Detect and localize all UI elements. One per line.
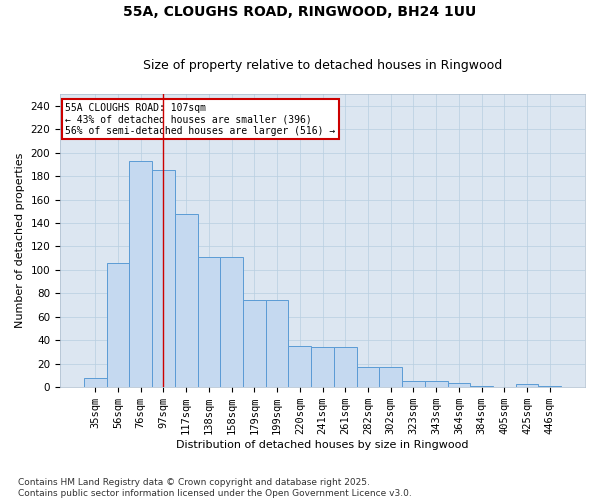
X-axis label: Distribution of detached houses by size in Ringwood: Distribution of detached houses by size … — [176, 440, 469, 450]
Bar — [311, 348, 334, 387]
Bar — [470, 386, 493, 387]
Bar — [266, 300, 289, 387]
Bar — [515, 384, 538, 387]
Bar — [197, 257, 220, 387]
Text: 55A, CLOUGHS ROAD, RINGWOOD, BH24 1UU: 55A, CLOUGHS ROAD, RINGWOOD, BH24 1UU — [124, 5, 476, 19]
Bar — [152, 170, 175, 387]
Bar — [289, 346, 311, 387]
Bar — [334, 348, 356, 387]
Bar — [243, 300, 266, 387]
Bar — [538, 386, 561, 387]
Bar — [425, 382, 448, 387]
Bar — [402, 382, 425, 387]
Bar — [220, 257, 243, 387]
Text: Contains HM Land Registry data © Crown copyright and database right 2025.
Contai: Contains HM Land Registry data © Crown c… — [18, 478, 412, 498]
Bar — [130, 161, 152, 387]
Bar — [448, 382, 470, 387]
Title: Size of property relative to detached houses in Ringwood: Size of property relative to detached ho… — [143, 59, 502, 72]
Text: 55A CLOUGHS ROAD: 107sqm
← 43% of detached houses are smaller (396)
56% of semi-: 55A CLOUGHS ROAD: 107sqm ← 43% of detach… — [65, 103, 335, 136]
Bar — [379, 368, 402, 387]
Bar — [356, 368, 379, 387]
Bar — [84, 378, 107, 387]
Bar — [175, 214, 197, 387]
Bar — [107, 263, 130, 387]
Y-axis label: Number of detached properties: Number of detached properties — [15, 153, 25, 328]
